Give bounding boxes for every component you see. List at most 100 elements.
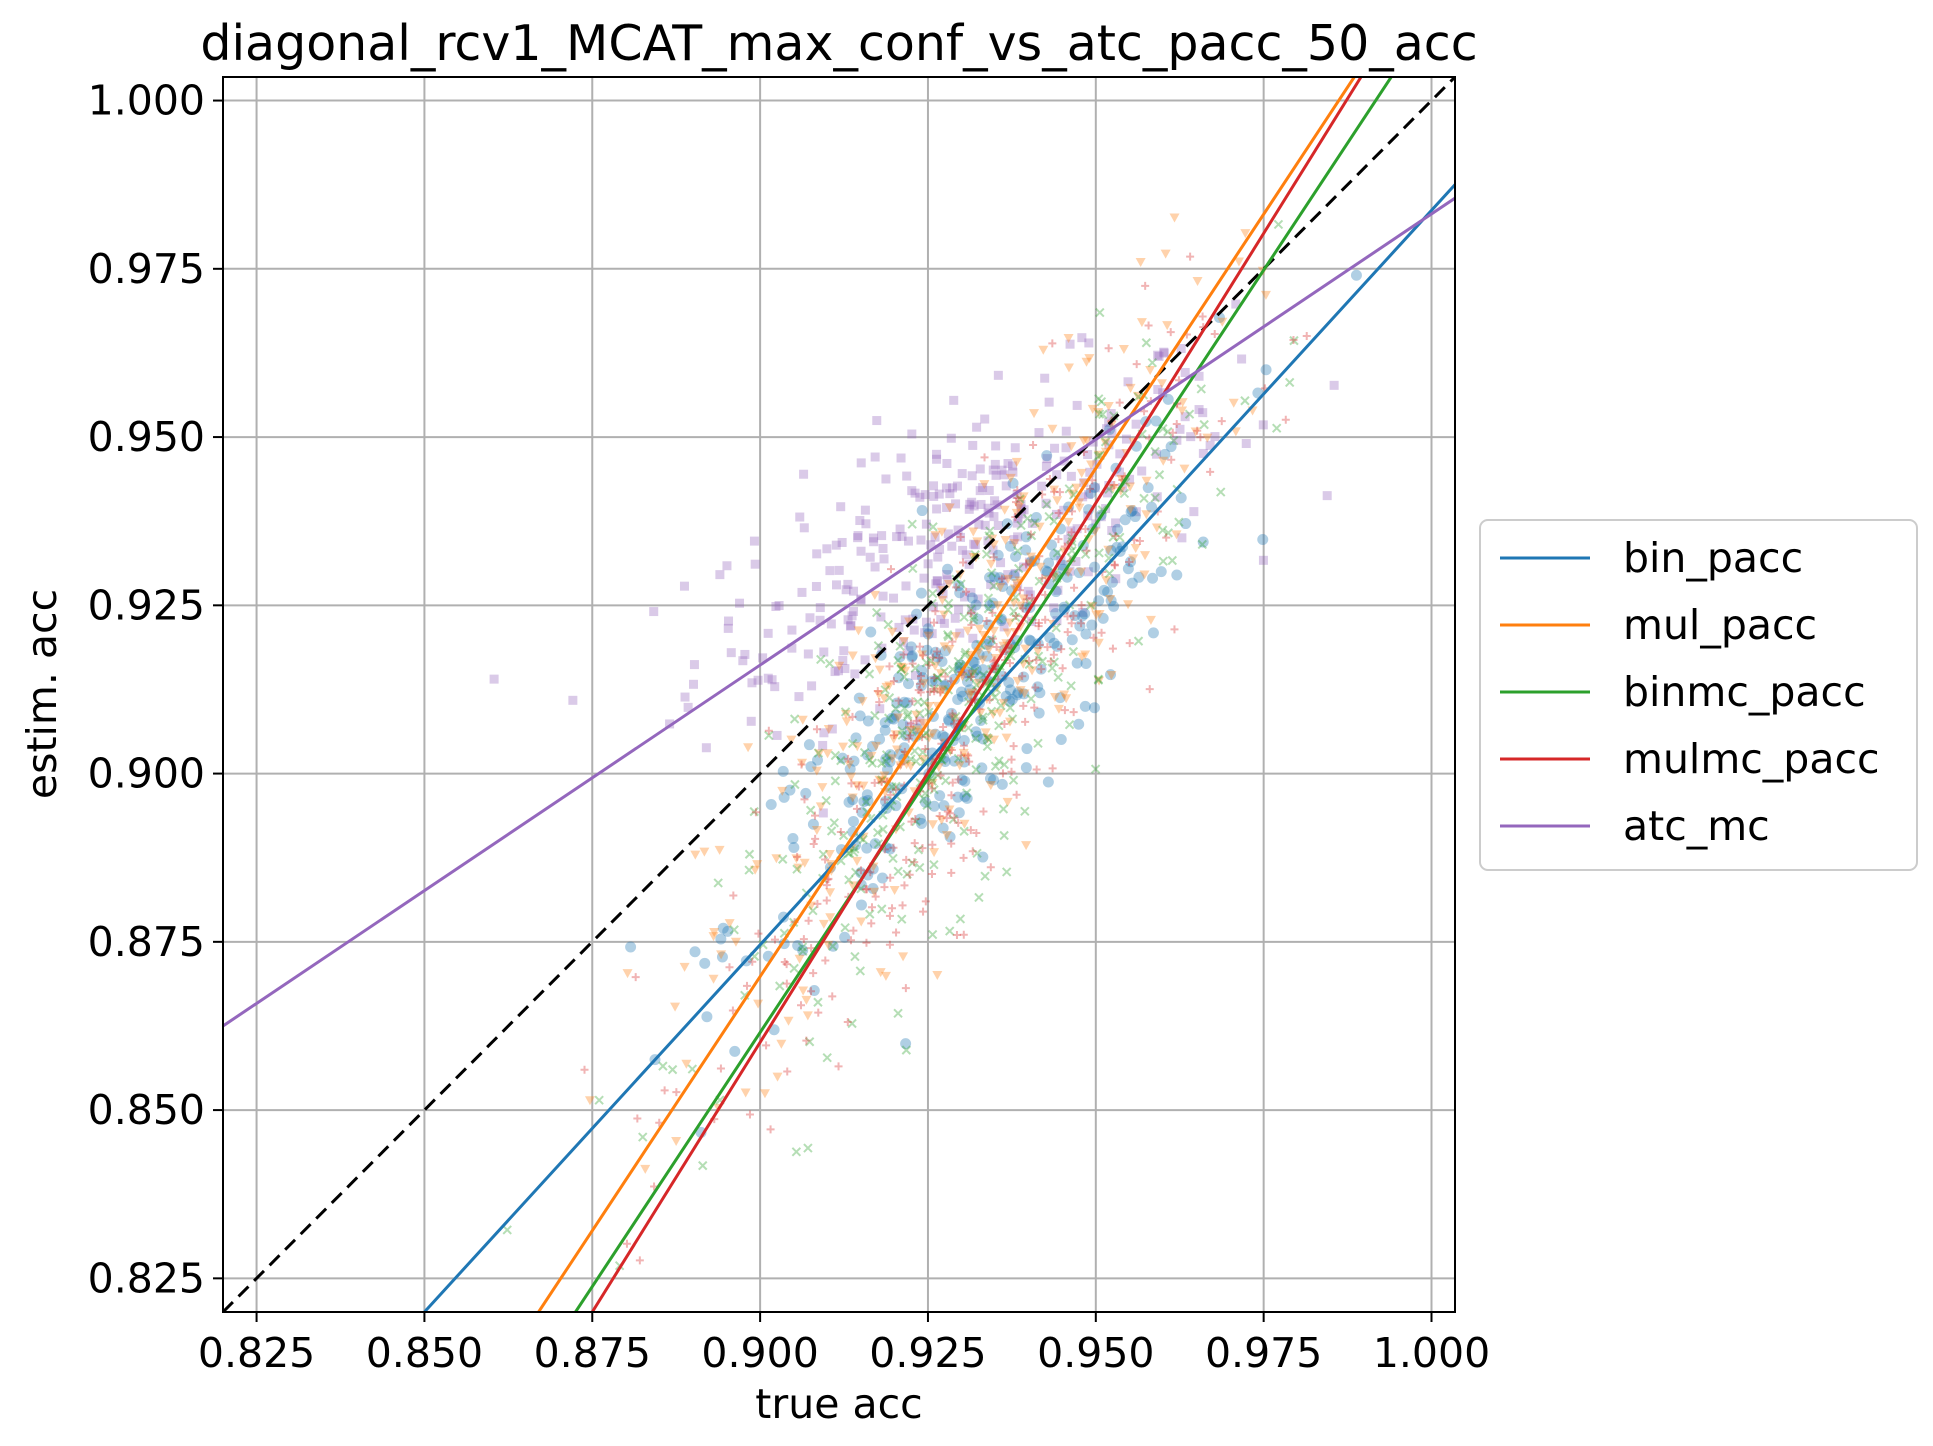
point-bin_pacc <box>699 957 711 969</box>
point-mul_pacc <box>936 527 947 537</box>
point-mulmc_pacc <box>947 791 956 800</box>
point-bin_pacc <box>967 667 979 679</box>
point-atc_mc <box>822 544 832 554</box>
point-mulmc_pacc <box>965 757 974 766</box>
point-binmc_pacc <box>1047 663 1057 673</box>
point-binmc_pacc <box>1026 530 1037 541</box>
point-mul_pacc <box>847 881 858 891</box>
point-bin_pacc <box>922 628 934 640</box>
point-mulmc_pacc <box>968 847 977 856</box>
point-bin_pacc <box>867 740 879 752</box>
point-binmc_pacc <box>895 641 905 651</box>
point-mul_pacc <box>1009 539 1020 549</box>
point-atc_mc <box>951 499 961 509</box>
point-atc_mc <box>723 623 733 633</box>
point-mul_pacc <box>1105 594 1116 604</box>
point-mulmc_pacc <box>1068 507 1077 516</box>
point-atc_mc <box>928 602 938 612</box>
point-binmc_pacc <box>991 684 1002 694</box>
point-mulmc_pacc <box>847 779 856 788</box>
point-bin_pacc <box>1162 393 1174 405</box>
point-atc_mc <box>869 537 879 547</box>
point-binmc_pacc <box>906 754 916 764</box>
point-binmc_pacc <box>818 849 829 859</box>
point-atc_mc <box>901 581 911 591</box>
point-mul_pacc <box>1087 602 1098 612</box>
point-binmc_pacc <box>932 770 943 780</box>
point-atc_mc <box>1041 461 1051 471</box>
point-atc_mc <box>948 483 958 493</box>
point-binmc_pacc <box>1049 657 1059 667</box>
point-mul_pacc <box>1048 485 1059 495</box>
point-atc_mc <box>1180 412 1190 422</box>
point-atc_mc <box>812 549 822 559</box>
point-atc_mc <box>1159 348 1169 358</box>
point-bin_pacc <box>1102 586 1114 598</box>
point-bin_pacc <box>880 753 892 765</box>
point-binmc_pacc <box>962 788 972 798</box>
point-binmc_pacc <box>953 656 964 667</box>
point-mul_pacc <box>1093 450 1104 460</box>
point-atc_mc <box>1053 585 1063 595</box>
point-atc_mc <box>1205 440 1215 450</box>
point-binmc_pacc <box>915 708 925 719</box>
point-mul_pacc <box>1015 601 1026 611</box>
point-bin_pacc <box>906 651 918 663</box>
point-mulmc_pacc <box>821 855 830 864</box>
point-mulmc_pacc <box>725 963 734 972</box>
point-binmc_pacc <box>1150 493 1160 503</box>
point-bin_pacc <box>1004 684 1016 696</box>
point-mul_pacc <box>881 682 892 692</box>
point-binmc_pacc <box>1095 307 1105 318</box>
point-binmc_pacc <box>1196 384 1206 394</box>
point-binmc_pacc <box>1240 396 1250 406</box>
point-mulmc_pacc <box>846 936 855 945</box>
point-mul_pacc <box>975 708 986 718</box>
point-atc_mc <box>1154 351 1164 361</box>
point-atc_mc <box>1066 526 1076 536</box>
point-mul_pacc <box>776 1039 787 1049</box>
point-binmc_pacc <box>829 818 839 828</box>
point-binmc_pacc <box>840 922 850 933</box>
point-mulmc_pacc <box>1054 508 1063 517</box>
point-binmc_pacc <box>921 658 932 668</box>
point-binmc_pacc <box>911 756 921 767</box>
point-mulmc_pacc <box>1069 611 1078 620</box>
point-binmc_pacc <box>986 568 997 578</box>
point-bin_pacc <box>970 599 982 611</box>
point-bin_pacc <box>808 984 820 996</box>
point-bin_pacc <box>938 680 950 692</box>
x-tick-label: 0.875 <box>534 1329 651 1377</box>
point-bin_pacc <box>876 872 888 884</box>
point-mulmc_pacc <box>959 558 968 567</box>
point-mul_pacc <box>998 641 1009 651</box>
point-mulmc_pacc <box>927 784 936 793</box>
point-bin_pacc <box>994 572 1006 584</box>
point-mulmc_pacc <box>716 1064 725 1073</box>
point-mulmc_pacc <box>1022 595 1031 604</box>
point-bin_pacc <box>1089 561 1101 573</box>
point-mulmc_pacc <box>870 778 879 787</box>
point-bin_pacc <box>936 655 948 667</box>
point-atc_mc <box>926 540 936 550</box>
point-atc_mc <box>753 675 763 685</box>
point-bin_pacc <box>1129 511 1141 523</box>
point-mul_pacc <box>1101 576 1112 586</box>
point-atc_mc <box>1175 424 1185 434</box>
point-bin_pacc <box>944 831 956 843</box>
point-binmc_pacc <box>1064 720 1075 730</box>
point-bin_pacc <box>858 796 870 808</box>
point-mulmc_pacc <box>886 873 895 882</box>
point-bin_pacc <box>1020 762 1032 774</box>
point-binmc_pacc <box>836 755 846 766</box>
point-atc_mc <box>807 681 817 691</box>
point-mulmc_pacc <box>956 751 965 760</box>
point-bin_pacc <box>942 563 954 575</box>
point-mulmc_pacc <box>894 696 903 705</box>
point-atc_mc <box>919 573 929 583</box>
point-bin_pacc <box>890 800 902 812</box>
point-mulmc_pacc <box>941 672 950 681</box>
point-binmc_pacc <box>927 929 938 940</box>
point-bin_pacc <box>956 774 968 786</box>
point-atc_mc <box>966 588 976 598</box>
